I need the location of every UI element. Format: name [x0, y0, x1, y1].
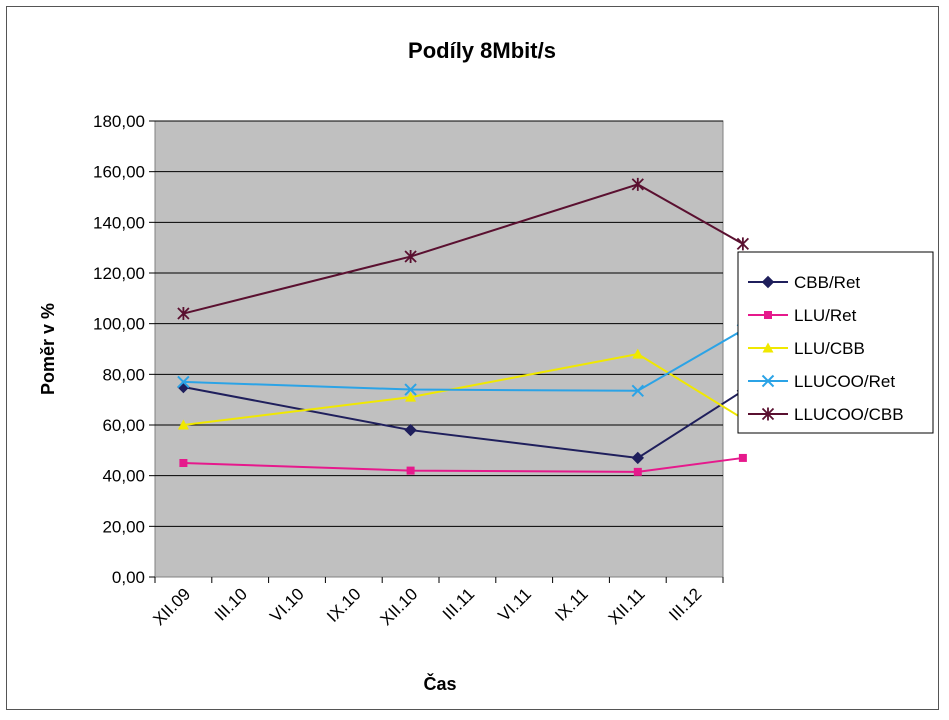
x-tick-label: III.12 — [665, 584, 705, 624]
y-tick-label: 100,00 — [93, 315, 145, 334]
chart-title: Podíly 8Mbit/s — [408, 38, 556, 63]
legend-item: LLUCOO/Ret — [748, 372, 895, 391]
data-point — [633, 467, 642, 476]
data-point — [761, 275, 775, 289]
gridlines — [155, 120, 723, 527]
data-point — [738, 453, 747, 462]
series-line — [183, 456, 744, 473]
y-tick-label: 140,00 — [93, 213, 145, 232]
y-tick-label: 80,00 — [102, 365, 145, 384]
legend-item: LLU/Ret — [748, 306, 857, 325]
data-point — [761, 374, 775, 388]
series-line — [183, 386, 744, 459]
x-tick-label: VI.11 — [494, 584, 535, 625]
legend-label: LLU/Ret — [794, 306, 857, 325]
y-tick-label: 40,00 — [102, 467, 145, 486]
y-tick-label: 0,00 — [112, 568, 145, 587]
data-point — [631, 177, 644, 191]
series-cbb-ret — [177, 380, 750, 465]
series-llucoo-cbb — [177, 177, 750, 321]
x-tick-label: IX.11 — [551, 584, 592, 625]
plot-area — [154, 120, 724, 578]
x-tick-label: IX.10 — [323, 584, 365, 626]
x-tick-label: VI.10 — [266, 584, 308, 626]
legend-label: LLUCOO/CBB — [794, 405, 904, 424]
series-group — [177, 177, 750, 476]
data-point — [406, 466, 415, 475]
x-tick-label: III.11 — [439, 584, 478, 623]
y-tick-label: 160,00 — [93, 163, 145, 182]
data-point — [762, 342, 774, 353]
series-line — [183, 353, 744, 426]
y-tick-label: 120,00 — [93, 264, 145, 283]
data-point — [736, 237, 750, 251]
data-point — [761, 407, 775, 421]
series-line — [183, 329, 744, 392]
data-point — [404, 423, 417, 437]
data-point — [631, 384, 645, 398]
data-point — [764, 311, 772, 319]
data-point — [177, 307, 190, 321]
data-point — [405, 391, 417, 402]
series-llu-ret — [179, 453, 747, 476]
legend-item: CBB/Ret — [748, 273, 860, 292]
y-tick-label: 180,00 — [93, 112, 145, 131]
x-axis-ticks: XII.09 III.10 VI.10 IX.10 XII.10 III.11 VI.11 I… — [149, 577, 724, 629]
x-tick-label: XII.11 — [605, 584, 649, 628]
x-tick-label: III.10 — [211, 584, 251, 624]
data-point — [631, 451, 645, 465]
data-point — [632, 348, 644, 359]
data-point — [404, 250, 417, 264]
x-axis-label: Čas — [423, 673, 456, 694]
legend-items: CBB/Ret LLU/Ret LLU/CBB LLUCOO/Ret LLUCOO/CB… — [748, 273, 904, 424]
data-point — [177, 419, 189, 430]
x-tick-label: XII.09 — [149, 584, 194, 629]
legend-label: LLU/CBB — [794, 339, 865, 358]
data-point — [179, 459, 188, 467]
data-point — [177, 375, 190, 389]
legend-item: LLUCOO/CBB — [748, 405, 904, 424]
y-axis-label: Poměr v % — [38, 303, 58, 395]
legend-label: LLUCOO/Ret — [794, 372, 895, 391]
legend-label: CBB/Ret — [794, 273, 860, 292]
y-axis-ticks: 0,00 20,00 40,00 60,00 80,00 100,00 120,00 140,… — [93, 112, 155, 587]
y-tick-label: 60,00 — [102, 416, 145, 435]
y-tick-label: 20,00 — [102, 517, 145, 536]
legend-item: LLU/CBB — [748, 339, 865, 358]
data-point — [404, 383, 417, 396]
series-line — [183, 183, 744, 315]
x-tick-label: XII.10 — [377, 584, 422, 629]
